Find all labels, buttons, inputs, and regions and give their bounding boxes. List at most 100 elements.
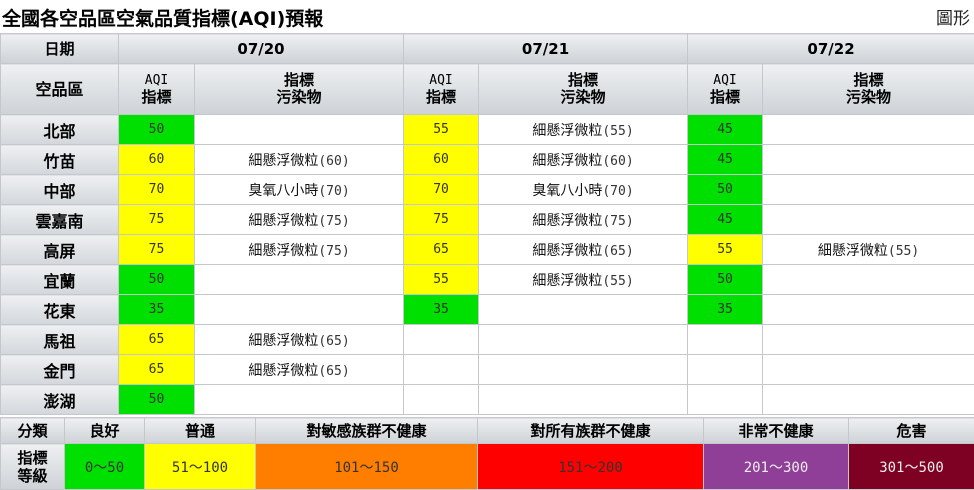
pollutant-cell [193, 384, 405, 415]
legend-level-range: 201～300 [703, 443, 849, 490]
aqi-value-cell [687, 354, 764, 385]
pollutant-subheader-line1: 指標 [284, 71, 315, 89]
aqi-legend-table: 分類 良好 普通 對敏感族群不健康 對所有族群不健康 非常不健康 危害 指標 等級 0～5… [0, 417, 974, 490]
graph-view-link[interactable]: 圖形 [936, 9, 970, 29]
area-name: 金門 [0, 354, 119, 385]
aqi-subheader-line2: 指標 [141, 88, 172, 106]
legend-level-name: 對所有族群不健康 [477, 417, 704, 444]
pollutant-name: 臭氧八小時 [248, 182, 319, 199]
aqi-value-cell: 65 [118, 354, 195, 385]
aqi-value-cell: 50 [118, 114, 195, 145]
pollutant-subheader: 指標 污染物 [478, 63, 689, 115]
pollutant-cell [193, 114, 405, 145]
aqi-value-cell: 45 [687, 144, 764, 175]
aqi-value-cell [403, 384, 480, 415]
date-column-0721: 07/21 [403, 33, 689, 64]
legend-level-range: 0～50 [64, 443, 145, 490]
legend-index-label-line1: 指標 [17, 448, 48, 467]
area-name: 雲嘉南 [0, 204, 119, 235]
aqi-value-cell: 75 [118, 204, 195, 235]
table-row: 馬祖 65 細懸浮微粒(65) [0, 324, 974, 355]
pollutant-subheader-line2: 污染物 [560, 88, 606, 106]
legend-category-label: 分類 [0, 417, 65, 444]
pollutant-name: 細懸浮微粒 [248, 212, 319, 229]
area-name: 北部 [0, 114, 119, 145]
pollutant-cell [762, 294, 974, 325]
page-title: 全國各空品區空氣品質指標(AQI)預報 [2, 8, 324, 30]
pollutant-cell [762, 354, 974, 385]
pollutant-cell: 細懸浮微粒(55) [478, 264, 689, 295]
legend-index-label-line2: 等級 [17, 466, 48, 485]
table-row: 中部 70 臭氧八小時(70) 70 臭氧八小時(70) 50 [0, 174, 974, 205]
pollutant-value: (60) [602, 153, 634, 169]
aqi-subheader-line1: AQI [144, 73, 169, 88]
aqi-value-cell: 60 [403, 144, 480, 175]
date-column-0720: 07/20 [117, 33, 405, 64]
aqi-value-cell: 50 [118, 264, 195, 295]
aqi-value-cell: 70 [118, 174, 195, 205]
pollutant-name: 細懸浮微粒 [248, 242, 319, 259]
pollutant-cell [762, 384, 974, 415]
pollutant-cell: 細懸浮微粒(75) [193, 234, 405, 265]
aqi-value-cell: 65 [403, 234, 480, 265]
pollutant-cell [478, 294, 689, 325]
pollutant-value: (65) [318, 333, 350, 349]
pollutant-cell: 細懸浮微粒(55) [478, 114, 689, 145]
aqi-value-cell: 75 [403, 204, 480, 235]
pollutant-name: 細懸浮微粒 [532, 122, 603, 139]
pollutant-value: (55) [602, 273, 634, 289]
aqi-value-cell: 35 [403, 294, 480, 325]
aqi-value-cell [687, 324, 764, 355]
pollutant-subheader-line2: 污染物 [846, 88, 892, 106]
pollutant-name: 臭氧八小時 [532, 182, 603, 199]
pollutant-value: (75) [602, 213, 634, 229]
table-row: 北部 50 55 細懸浮微粒(55) 45 [0, 114, 974, 145]
pollutant-name: 細懸浮微粒 [248, 152, 319, 169]
aqi-value-cell: 45 [687, 114, 764, 145]
pollutant-name: 細懸浮微粒 [532, 272, 603, 289]
pollutant-cell: 細懸浮微粒(65) [193, 324, 405, 355]
pollutant-cell [193, 294, 405, 325]
aqi-value-cell: 50 [687, 264, 764, 295]
pollutant-subheader-line1: 指標 [568, 71, 599, 89]
aqi-value-cell: 60 [118, 144, 195, 175]
aqi-subheader-line2: 指標 [710, 88, 741, 106]
pollutant-cell: 細懸浮微粒(55) [762, 234, 974, 265]
pollutant-name: 細懸浮微粒 [248, 332, 319, 349]
aqi-value-cell: 50 [687, 174, 764, 205]
forecast-body: 北部 50 55 細懸浮微粒(55) 45 竹苗 60 細懸浮微粒(60) 60 細懸浮微粒(60… [0, 114, 974, 415]
area-name: 宜蘭 [0, 264, 119, 295]
aqi-value-cell: 70 [403, 174, 480, 205]
aqi-subheader: AQI 指標 [403, 63, 480, 115]
pollutant-subheader: 指標 污染物 [193, 63, 405, 115]
pollutant-value: (70) [318, 183, 350, 199]
pollutant-value: (60) [318, 153, 350, 169]
pollutant-cell [762, 114, 974, 145]
title-bar: 全國各空品區空氣品質指標(AQI)預報 圖形 [0, 0, 974, 33]
legend-level-range: 151～200 [477, 443, 704, 490]
pollutant-cell [762, 144, 974, 175]
aqi-value-cell: 55 [687, 234, 764, 265]
pollutant-name: 細懸浮微粒 [532, 212, 603, 229]
area-name: 竹苗 [0, 144, 119, 175]
table-row: 花東 35 35 35 [0, 294, 974, 325]
pollutant-cell [762, 264, 974, 295]
pollutant-cell [478, 354, 689, 385]
table-row: 高屏 75 細懸浮微粒(75) 65 細懸浮微粒(65) 55 細懸浮微粒(55) [0, 234, 974, 265]
pollutant-value: (75) [318, 213, 350, 229]
aqi-value-cell: 55 [403, 264, 480, 295]
pollutant-cell [478, 384, 689, 415]
pollutant-value: (55) [602, 123, 634, 139]
pollutant-name: 細懸浮微粒 [817, 242, 888, 259]
area-name: 花東 [0, 294, 119, 325]
pollutant-cell: 臭氧八小時(70) [478, 174, 689, 205]
pollutant-value: (65) [318, 363, 350, 379]
aqi-value-cell: 50 [118, 384, 195, 415]
legend-level-range: 101～150 [255, 443, 478, 490]
aqi-forecast-table: 日期 07/20 07/21 07/22 空品區 AQI 指標 指標 污染物 AQI 指標… [0, 33, 974, 415]
pollutant-name: 細懸浮微粒 [532, 242, 603, 259]
area-name: 中部 [0, 174, 119, 205]
aqi-subheader-line2: 指標 [426, 88, 457, 106]
aqi-value-cell: 65 [118, 324, 195, 355]
pollutant-cell [762, 324, 974, 355]
